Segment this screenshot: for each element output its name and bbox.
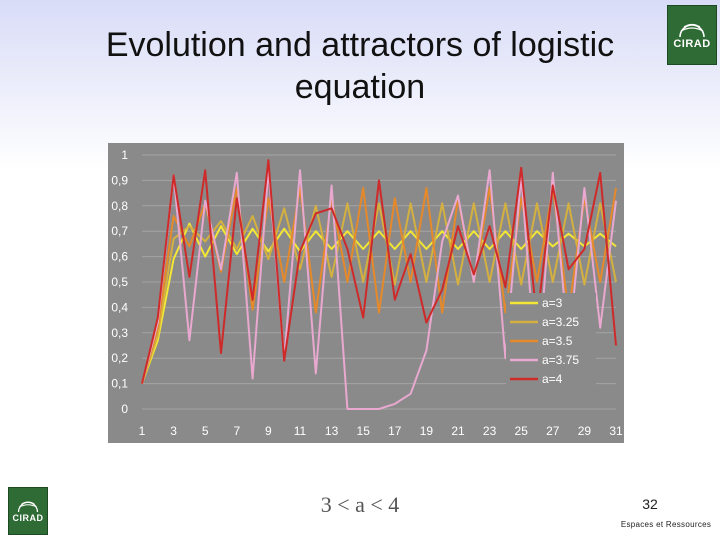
x-tick-label: 9 <box>265 424 272 438</box>
legend-label: a=3.75 <box>542 353 579 367</box>
legend-label: a=4 <box>542 372 563 386</box>
y-tick-label: 0 <box>121 402 128 416</box>
logo-text-small: CIRAD <box>12 513 44 523</box>
x-tick-label: 21 <box>451 424 465 438</box>
x-tick-label: 7 <box>233 424 240 438</box>
logistic-line-chart: 00,10,20,30,40,50,60,70,80,911 3 5 7 9 11 13 15… <box>108 143 624 443</box>
legend-box <box>506 293 596 392</box>
legend-label: a=3.5 <box>542 334 573 348</box>
y-tick-label: 0,9 <box>111 173 128 187</box>
y-tick-label: 0,3 <box>111 326 128 340</box>
series-line-a-3 <box>141 222 617 384</box>
parameter-range: 3 < a < 4 <box>320 492 400 517</box>
x-tick-label: 17 <box>388 424 402 438</box>
series-line-a-3-25 <box>141 202 617 384</box>
globe-icon <box>679 23 705 37</box>
y-tick-label: 0,1 <box>111 377 128 391</box>
cirad-logo-small: CIRAD <box>8 487 48 535</box>
y-tick-label: 0,4 <box>111 300 128 314</box>
x-tick-label: 11 <box>294 424 307 438</box>
x-tick-label: 5 <box>202 424 209 438</box>
y-tick-label: 0,7 <box>111 224 128 238</box>
footer-text: Espaces et Ressources <box>620 520 712 529</box>
legend-label: a=3.25 <box>542 315 579 329</box>
x-tick-label: 25 <box>515 424 529 438</box>
y-tick-label: 0,6 <box>111 250 128 264</box>
x-tick-label: 31 <box>609 424 623 438</box>
legend-label: a=3 <box>542 296 563 310</box>
x-tick-label: 13 <box>325 424 339 438</box>
y-tick-label: 0,5 <box>111 275 128 289</box>
y-tick-label: 1 <box>121 148 128 162</box>
slide-title: Evolution and attractors of logistic equ… <box>105 26 615 106</box>
x-tick-label: 3 <box>170 424 177 438</box>
cirad-logo: CIRAD <box>667 5 717 65</box>
x-tick-label: 19 <box>420 424 434 438</box>
x-tick-label: 23 <box>483 424 497 438</box>
y-tick-label: 0,2 <box>111 351 128 365</box>
logo-text: CIRAD <box>673 37 711 50</box>
page-number: 32 <box>642 496 658 512</box>
globe-icon <box>17 501 39 512</box>
x-tick-label: 27 <box>546 424 560 438</box>
x-tick-label: 15 <box>357 424 371 438</box>
series-line-a-3-5 <box>141 187 617 384</box>
y-tick-label: 0,8 <box>111 199 128 213</box>
x-tick-label: 1 <box>139 424 146 438</box>
x-tick-label: 29 <box>578 424 592 438</box>
